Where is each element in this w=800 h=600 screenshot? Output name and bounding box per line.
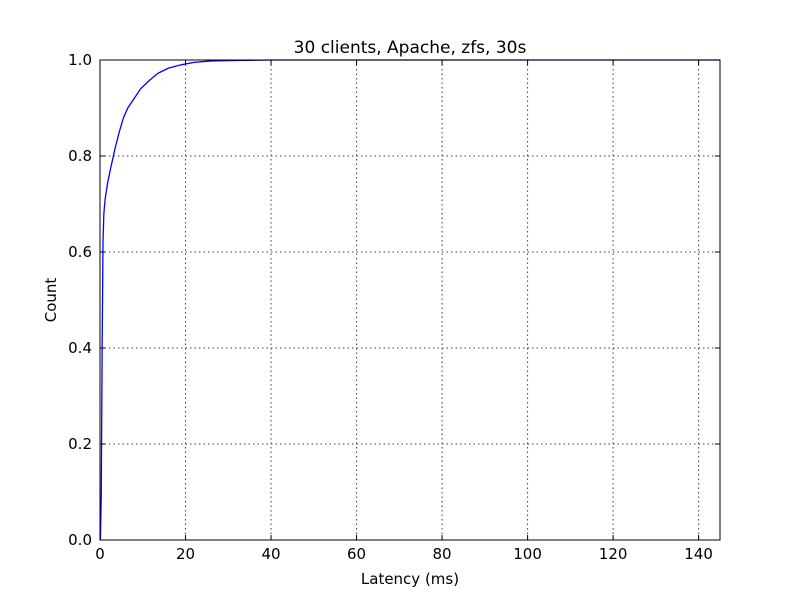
y-axis-label: Count <box>42 278 60 323</box>
tick-layer: 0 20 40 60 80 100 120 140 0.0 0.2 0.4 0.6 0.8 1.0 <box>68 51 720 563</box>
x-tick-label: 60 <box>347 545 366 563</box>
y-tick-label: 0.6 <box>68 243 92 261</box>
x-axis-label: Latency (ms) <box>361 570 459 588</box>
x-tick-label: 100 <box>513 545 542 563</box>
y-tick-label: 0.2 <box>68 435 92 453</box>
y-tick-label: 0.8 <box>68 147 92 165</box>
chart-title: 30 clients, Apache, zfs, 30s <box>294 38 527 58</box>
x-tick-label: 80 <box>433 545 452 563</box>
plot-frame <box>99 59 721 541</box>
y-tick-label: 1.0 <box>68 51 92 69</box>
y-tick-label: 0.4 <box>68 339 92 357</box>
x-tick-label: 120 <box>599 545 628 563</box>
x-tick-label: 20 <box>176 545 195 563</box>
y-tick-label: 0.0 <box>68 531 92 549</box>
x-tick-label: 0 <box>95 545 105 563</box>
x-tick-label: 40 <box>261 545 280 563</box>
x-tick-label: 140 <box>684 545 713 563</box>
